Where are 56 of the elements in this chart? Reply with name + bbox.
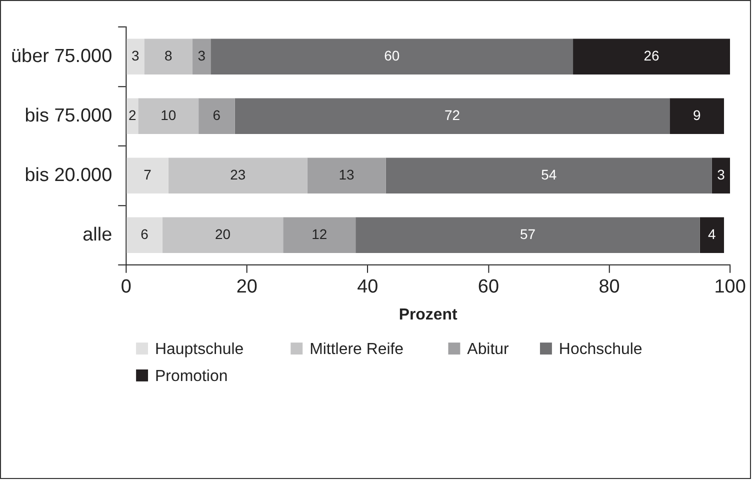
bar xyxy=(573,38,730,74)
bar xyxy=(192,38,211,74)
x-tick-label: 60 xyxy=(478,276,500,298)
data-label: 6 xyxy=(212,106,221,123)
bar xyxy=(307,158,386,194)
data-label: 3 xyxy=(132,47,140,64)
bar xyxy=(126,217,162,253)
x-tick-label: 40 xyxy=(357,276,378,298)
bar xyxy=(700,217,724,253)
bar xyxy=(126,38,144,74)
bar xyxy=(138,98,199,134)
data-label: 7 xyxy=(144,166,152,182)
data-label: 26 xyxy=(644,47,660,64)
bar xyxy=(356,217,700,253)
data-label: 23 xyxy=(230,166,246,182)
data-label: 72 xyxy=(444,106,460,123)
data-label: 60 xyxy=(384,47,400,64)
y-tick-label: bis 75.000 xyxy=(24,105,112,126)
bar xyxy=(168,158,308,194)
bar xyxy=(283,217,356,253)
data-label: 8 xyxy=(164,47,172,64)
data-label: 3 xyxy=(198,47,206,64)
x-axis-title: Prozent xyxy=(398,306,458,324)
x-tick-label: 100 xyxy=(714,276,746,298)
legend-label: Mittlere Reife xyxy=(310,340,404,358)
bar xyxy=(234,98,670,134)
bar xyxy=(210,38,574,74)
y-tick-label: bis 20.000 xyxy=(24,164,112,186)
bar xyxy=(144,38,193,74)
data-label: 20 xyxy=(214,226,231,242)
data-label: 57 xyxy=(520,226,536,242)
data-label: 6 xyxy=(140,226,149,242)
data-label: 12 xyxy=(312,226,328,242)
bar xyxy=(198,98,235,134)
legend-label: Promotion xyxy=(155,368,228,385)
x-tick-label: 20 xyxy=(236,276,258,298)
legend-label: Hochschule xyxy=(558,340,642,358)
legend-label: Hauptschule xyxy=(155,340,244,358)
data-label: 54 xyxy=(541,166,557,182)
data-label: 9 xyxy=(692,106,701,123)
bar xyxy=(386,158,712,194)
bar xyxy=(670,98,724,134)
bar xyxy=(126,158,168,194)
x-tick-label: 0 xyxy=(120,276,132,298)
x-tick-label: 80 xyxy=(598,276,620,298)
data-label: 10 xyxy=(160,106,176,123)
y-tick-label: alle xyxy=(82,224,112,246)
bar xyxy=(712,158,730,194)
data-label: 4 xyxy=(708,226,716,242)
bar xyxy=(162,217,284,253)
data-label: 3 xyxy=(717,166,726,182)
y-tick-label: über 75.000 xyxy=(11,46,112,67)
data-label: 2 xyxy=(128,106,136,123)
data-label: 13 xyxy=(338,166,355,182)
legend-label: Abitur xyxy=(467,340,510,358)
bar xyxy=(126,98,138,134)
